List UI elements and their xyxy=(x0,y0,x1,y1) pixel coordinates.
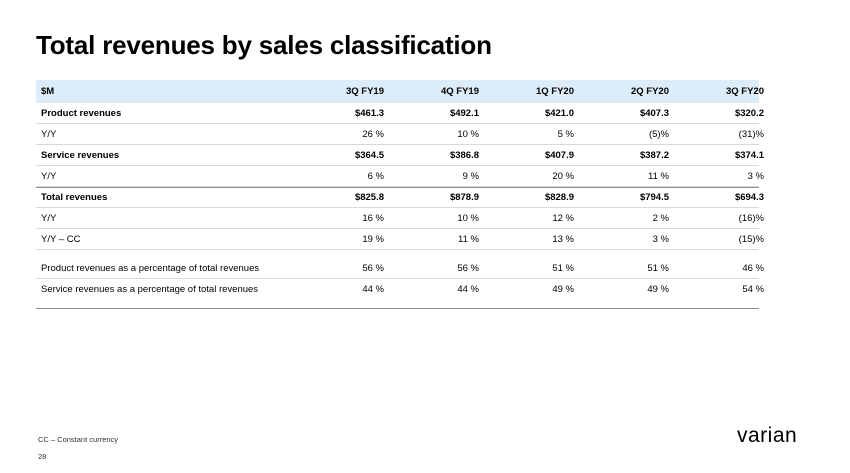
row-value: 44 % xyxy=(362,284,384,295)
row-value: 46 % xyxy=(742,262,764,274)
table-row: Y/Y 26 % 10 % 5 % (5)% (31)% xyxy=(36,124,764,145)
header-label: $M xyxy=(41,86,55,97)
table-row: Service revenues as a percentage of tota… xyxy=(36,279,764,300)
row-value: 13 % xyxy=(552,233,574,245)
slide-title: Total revenues by sales classification xyxy=(36,30,492,60)
logo-wordmark: varian xyxy=(737,424,797,446)
row-value: 16 % xyxy=(362,212,384,224)
row-value: $694.3 xyxy=(734,192,764,203)
row-label: Service revenues xyxy=(41,149,120,161)
row-value: (31)% xyxy=(738,128,764,140)
row-value: $320.2 xyxy=(734,107,764,119)
header-col: 3Q FY20 xyxy=(725,86,764,97)
row-value: $386.8 xyxy=(449,149,479,161)
table-bottom-rule xyxy=(36,308,759,309)
row-value: 26 % xyxy=(362,128,384,140)
row-value: $374.1 xyxy=(734,149,764,161)
row-value: $364.5 xyxy=(354,149,384,161)
table-row: Product revenues $461.3 $492.1 $421.0 $4… xyxy=(36,103,764,124)
row-value: 5 % xyxy=(557,128,574,140)
row-value: 51 % xyxy=(552,262,574,274)
row-value: 56 % xyxy=(362,262,384,274)
row-value: $828.9 xyxy=(544,192,574,203)
row-value: 3 % xyxy=(747,170,764,182)
row-value: 54 % xyxy=(742,284,764,295)
row-label: Total revenues xyxy=(41,192,108,203)
row-value: $492.1 xyxy=(449,107,479,119)
header-col: 4Q FY19 xyxy=(440,86,479,97)
row-value: 19 % xyxy=(362,233,384,245)
row-value: 10 % xyxy=(457,212,479,224)
table-row: Product revenues as a percentage of tota… xyxy=(36,258,764,279)
row-label: Y/Y xyxy=(41,212,57,224)
page-number: 28 xyxy=(38,452,47,461)
row-value: 12 % xyxy=(552,212,574,224)
table-row: Service revenues $364.5 $386.8 $407.9 $3… xyxy=(36,145,764,166)
row-value: 51 % xyxy=(647,262,669,274)
row-value: $407.3 xyxy=(639,107,669,119)
row-value: 3 % xyxy=(652,233,669,245)
row-value: $407.9 xyxy=(544,149,574,161)
row-value: 49 % xyxy=(552,284,574,295)
table-row: Y/Y 16 % 10 % 12 % 2 % (16)% xyxy=(36,208,764,229)
row-label: Service revenues as a percentage of tota… xyxy=(41,284,259,295)
row-value: $794.5 xyxy=(639,192,669,203)
row-value: 11 % xyxy=(648,170,669,182)
row-gap xyxy=(36,250,759,258)
row-value: 49 % xyxy=(647,284,669,295)
row-label: Product revenues as a percentage of tota… xyxy=(41,262,260,274)
header-col: 1Q FY20 xyxy=(535,86,574,97)
table-row: Y/Y – CC 19 % 11 % 13 % 3 % (15)% xyxy=(36,229,764,250)
row-value: 11 % xyxy=(458,233,479,245)
row-value: 10 % xyxy=(457,128,479,140)
row-value: 2 % xyxy=(652,212,669,224)
table-row: Total revenues $825.8 $878.9 $828.9 $794… xyxy=(36,187,764,208)
header-col: 3Q FY19 xyxy=(345,86,384,97)
row-value: $825.8 xyxy=(354,192,384,203)
row-value: (16)% xyxy=(738,212,764,224)
revenue-table: $M 3Q FY19 4Q FY19 1Q FY20 2Q FY20 3Q FY… xyxy=(36,80,764,309)
row-value: $878.9 xyxy=(449,192,479,203)
row-value: 9 % xyxy=(462,170,479,182)
row-value: $461.3 xyxy=(354,107,384,119)
row-label: Product revenues xyxy=(41,107,122,119)
row-label: Y/Y xyxy=(41,128,57,140)
table-row: Y/Y 6 % 9 % 20 % 11 % 3 % xyxy=(36,166,764,187)
table-header-row: $M 3Q FY19 4Q FY19 1Q FY20 2Q FY20 3Q FY… xyxy=(36,80,764,103)
row-value: 56 % xyxy=(457,262,479,274)
row-label: Y/Y xyxy=(41,170,57,182)
header-col: 2Q FY20 xyxy=(630,86,669,97)
row-value: (5)% xyxy=(648,128,669,140)
row-value: (15)% xyxy=(738,233,764,245)
row-value: 44 % xyxy=(457,284,479,295)
varian-logo-icon: varian xyxy=(737,424,797,446)
row-label: Y/Y – CC xyxy=(41,233,81,245)
footnote: CC – Constant currency xyxy=(38,435,119,444)
row-value: 6 % xyxy=(367,170,384,182)
row-value: $387.2 xyxy=(639,149,669,161)
row-value: $421.0 xyxy=(544,107,574,119)
row-value: 20 % xyxy=(552,170,574,182)
